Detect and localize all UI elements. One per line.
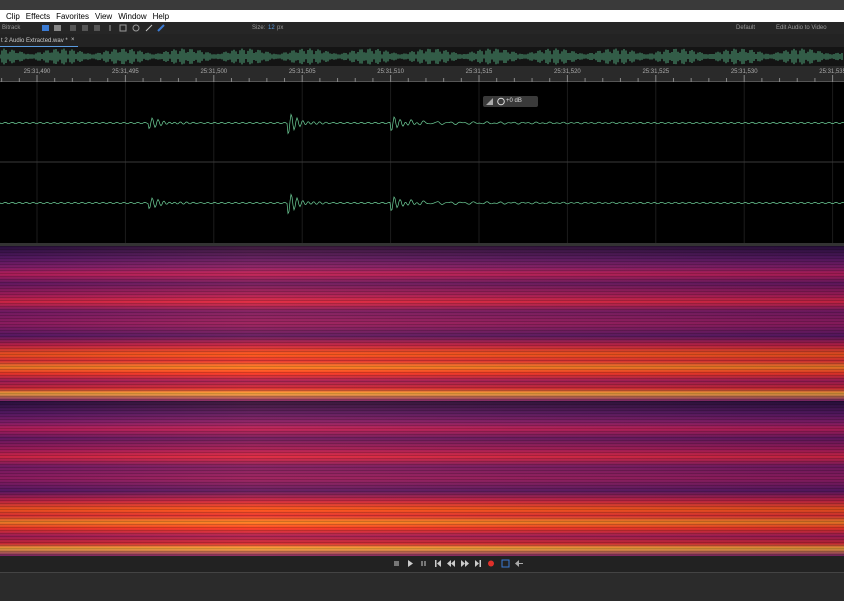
ruler-label: 25:31,490 xyxy=(24,69,51,75)
size-label: Size: xyxy=(252,25,266,31)
workspace-mode[interactable]: Bitrack xyxy=(2,25,21,31)
ruler-label: 25:31,520 xyxy=(554,69,581,75)
waveform-trace xyxy=(0,113,844,135)
menu-item[interactable]: Favorites xyxy=(56,11,89,21)
tab[interactable]: t 2 Audio Extracted.wav * × xyxy=(0,36,78,47)
ruler-label: 25:31,505 xyxy=(289,69,316,75)
spectrogram-right xyxy=(0,401,844,556)
toolbar: Bitrack Size: 12 px Default Edit Audio t… xyxy=(0,22,844,34)
tool-icons xyxy=(42,24,165,32)
ruler-label: 25:31,495 xyxy=(112,69,139,75)
ruler-label: 25:31,500 xyxy=(200,69,227,75)
tab-row: t 2 Audio Extracted.wav * × xyxy=(0,34,844,47)
size-unit: px xyxy=(277,25,284,31)
menu-item[interactable]: Window xyxy=(118,11,147,21)
ruler-label: 25:31,515 xyxy=(466,69,493,75)
waveform xyxy=(0,82,844,243)
gain-value: +0 dB xyxy=(506,98,522,104)
size-value[interactable]: 12 xyxy=(268,25,275,31)
ruler-label: 25:31,525 xyxy=(642,69,669,75)
status-bar xyxy=(0,572,844,601)
menu-item[interactable]: Effects xyxy=(25,11,51,21)
title-bar xyxy=(0,0,844,10)
edit-audio-to-video[interactable]: Edit Audio to Video xyxy=(776,25,827,31)
waveform-trace xyxy=(0,193,844,215)
time-ruler: 25:31,490 25:31,495 25:31,500 25:31,505 25:3… xyxy=(0,66,844,82)
ruler-label: 25:31,535 xyxy=(819,69,844,75)
menu-bar: Clip Effects Favorites View Window Help xyxy=(0,10,844,22)
menu-item[interactable]: Help xyxy=(152,11,170,21)
overview-waveform xyxy=(0,47,844,66)
menu-item[interactable]: Clip xyxy=(6,11,20,21)
transport xyxy=(0,556,844,572)
divider xyxy=(0,243,844,246)
tab-title: t 2 Audio Extracted.wav * xyxy=(1,38,68,44)
tab-close[interactable]: × xyxy=(71,37,75,43)
workspace[interactable]: Default xyxy=(736,25,756,31)
spectrogram-left xyxy=(0,246,844,401)
ruler-label: 25:31,510 xyxy=(377,69,404,75)
menu-item[interactable]: View xyxy=(95,11,113,21)
gain-hud[interactable]: +0 dB xyxy=(483,96,538,107)
hud-icons xyxy=(486,97,505,106)
ruler-label: 25:31,530 xyxy=(731,69,758,75)
